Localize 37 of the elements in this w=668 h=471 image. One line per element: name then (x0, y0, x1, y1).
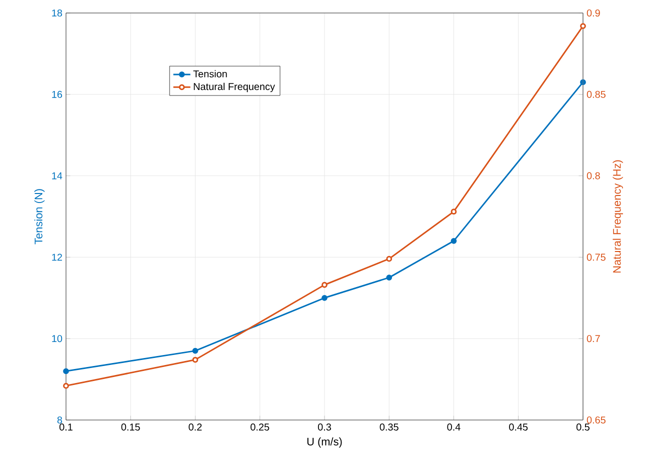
legend-label: Tension (193, 70, 227, 78)
x-tick-label: 0.4 (447, 424, 460, 431)
y-tick-label: 10 (52, 335, 62, 342)
y2-tick-label: 0.7 (586, 335, 600, 342)
point (450, 238, 457, 244)
x-tick-label: 0.15 (121, 424, 140, 431)
point (63, 382, 69, 389)
y2-tick-label: 0.65 (586, 416, 606, 424)
y-tick-label: 12 (52, 254, 62, 261)
point (580, 23, 586, 29)
x-tick-label: 0.25 (250, 424, 270, 431)
x-axis-title: U (m/s) (307, 437, 342, 448)
x-tick-label: 0.45 (509, 424, 528, 431)
point (63, 368, 69, 374)
y-axis-title: Tension (N) (34, 189, 45, 244)
y2-tick-label: 0.85 (586, 90, 606, 98)
y-tick-label: 18 (52, 9, 62, 17)
y-tick-label: 16 (52, 90, 62, 98)
point (386, 274, 392, 280)
legend-label: Natural Frequency (194, 82, 275, 92)
point (322, 282, 328, 288)
y-tick-label: 14 (52, 172, 62, 180)
x-tick-label: 0.1 (59, 424, 72, 431)
y2-tick-label: 0.75 (586, 254, 606, 261)
y2-tick-label: 0.9 (586, 9, 600, 17)
point (192, 356, 198, 363)
point (450, 208, 457, 215)
x-tick-label: 0.35 (380, 424, 398, 431)
point (322, 294, 328, 301)
point (192, 348, 198, 354)
x-tick-label: 0.2 (188, 424, 202, 431)
y2-axis-title: Natural Frequency (Hz) (612, 160, 623, 273)
y2-tick-label: 0.8 (586, 172, 600, 180)
x-tick-label: 0.5 (576, 424, 590, 431)
x-tick-label: 0.3 (318, 424, 331, 431)
point (386, 256, 392, 262)
y-tick-label: 8 (57, 416, 62, 424)
